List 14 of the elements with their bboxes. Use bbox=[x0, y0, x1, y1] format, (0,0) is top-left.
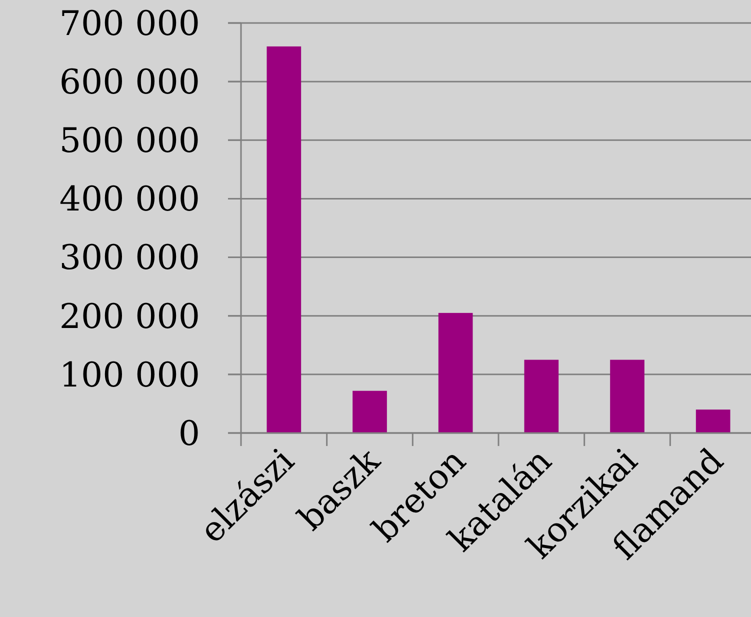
y-tick-label: 500 000 bbox=[59, 121, 200, 162]
y-tick-label: 100 000 bbox=[59, 355, 200, 396]
y-tick-label: 400 000 bbox=[59, 180, 200, 220]
bar bbox=[352, 390, 387, 433]
y-tick-label: 700 000 bbox=[59, 4, 200, 44]
y-tick-label: 0 bbox=[178, 414, 200, 454]
bar bbox=[266, 46, 302, 433]
bar bbox=[610, 360, 644, 433]
bar bbox=[524, 360, 559, 433]
y-tick-label: 300 000 bbox=[59, 238, 200, 278]
bar bbox=[438, 312, 473, 433]
y-tick-label: 200 000 bbox=[59, 296, 200, 337]
bar bbox=[696, 410, 730, 433]
y-tick-label: 600 000 bbox=[59, 62, 200, 102]
